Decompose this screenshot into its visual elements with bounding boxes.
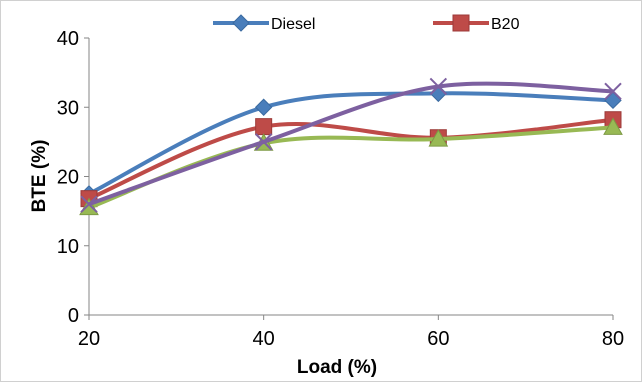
legend-marker [232, 14, 250, 32]
legend-entry: Diesel [213, 14, 315, 33]
series-line [88, 117, 614, 201]
y-axis-title: BTE (%) [29, 140, 50, 213]
series-line [88, 81, 614, 207]
data-point [254, 98, 273, 116]
x-tick-label: 60 [427, 328, 449, 350]
legend-label: Diesel [271, 16, 315, 33]
y-tick-label: 10 [57, 236, 79, 258]
x-tick-label: 80 [602, 328, 624, 350]
data-point [428, 129, 449, 147]
series-1 [80, 84, 622, 203]
data-point [254, 133, 273, 151]
axes: 0 10 20 30 40 20 40 60 80 [57, 28, 624, 350]
legend: Diesel B20 [213, 14, 520, 33]
series-lines [79, 77, 623, 216]
y-tick-label: 40 [57, 28, 79, 50]
data-point [255, 118, 273, 136]
data-point [79, 197, 99, 216]
series-2 [80, 111, 622, 208]
data-point [604, 82, 622, 101]
data-point [604, 91, 622, 110]
x-axis-title: Load (%) [297, 357, 377, 378]
x-tick-label: 20 [78, 328, 100, 350]
series-line [88, 125, 614, 210]
legend-marker [452, 14, 470, 32]
series-4 [80, 77, 622, 213]
legend-entry: B20 [433, 14, 520, 33]
legend-label: B20 [491, 16, 520, 33]
data-point [429, 77, 448, 96]
series-line [88, 91, 614, 196]
y-tick-label: 20 [57, 167, 79, 189]
x-tick-label: 40 [253, 328, 275, 350]
y-tick-label: 0 [68, 305, 79, 327]
series-3 [79, 117, 623, 216]
data-point [603, 117, 623, 135]
y-tick-label: 30 [57, 97, 79, 119]
data-point [80, 195, 98, 213]
